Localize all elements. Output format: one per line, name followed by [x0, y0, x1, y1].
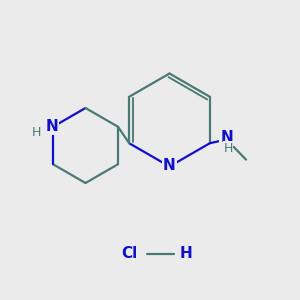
Text: N: N — [163, 158, 176, 172]
Text: H: H — [180, 246, 192, 261]
Text: H: H — [32, 126, 41, 139]
Text: Cl: Cl — [121, 246, 137, 261]
Text: N: N — [45, 118, 58, 134]
Text: H: H — [223, 142, 233, 155]
Text: N: N — [220, 130, 233, 145]
